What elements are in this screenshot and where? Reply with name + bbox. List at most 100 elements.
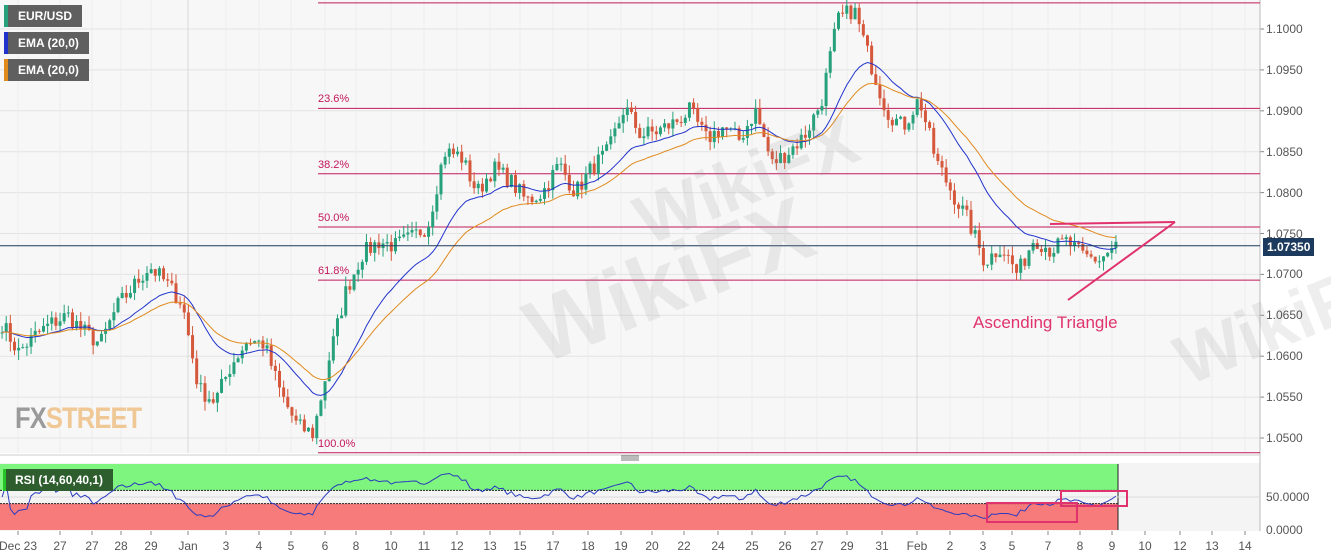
x-tick-label: 26 — [778, 539, 792, 553]
candle-body — [683, 117, 687, 123]
x-tick-label: Jan — [178, 539, 198, 553]
candle-body — [1023, 258, 1027, 266]
candle-body — [4, 323, 8, 333]
candle-body — [576, 181, 580, 197]
candle-body — [244, 343, 248, 351]
rsi-highlight-box — [1060, 490, 1128, 507]
x-tick-label: 17 — [546, 539, 560, 553]
candle-body — [1031, 242, 1035, 251]
candle-body — [435, 194, 439, 212]
candle-body — [236, 358, 240, 363]
candle-body — [1052, 252, 1056, 257]
candle-body — [95, 341, 99, 346]
candle-body — [352, 274, 356, 290]
candle-body — [990, 253, 994, 265]
legend-ema-fast[interactable]: EMA (20,0) — [4, 32, 89, 54]
candle-body — [335, 318, 339, 337]
candle-body — [1019, 258, 1023, 273]
y-tick-label: 1.1000 — [1266, 22, 1303, 36]
candle-body — [294, 415, 298, 421]
candle-body — [936, 153, 940, 162]
candle-body — [658, 127, 662, 135]
candle-body — [414, 229, 418, 231]
candle-body — [451, 148, 455, 155]
candle-body — [522, 184, 526, 197]
candle-body — [621, 114, 625, 124]
candle-body — [104, 328, 108, 334]
candle-body — [472, 181, 476, 189]
candle-body — [994, 253, 998, 258]
candle-body — [120, 293, 124, 299]
candle-body — [961, 205, 965, 209]
candle-body — [957, 204, 961, 209]
candle-body — [99, 333, 103, 342]
candle-body — [286, 396, 290, 408]
candle-body — [857, 7, 861, 25]
legend-ema-slow[interactable]: EMA (20,0) — [4, 59, 89, 81]
rsi-oversold-zone — [0, 503, 1118, 530]
color-swatch — [4, 59, 8, 81]
candle-body — [50, 317, 54, 324]
candle-body — [162, 268, 166, 280]
candle-body — [559, 163, 563, 165]
legend-symbol[interactable]: EUR/USD — [4, 5, 83, 27]
candle-body — [224, 376, 228, 379]
candle-body — [514, 175, 518, 194]
candle-body — [269, 345, 273, 366]
candle-body — [803, 134, 807, 138]
candle-body — [849, 5, 853, 20]
candle-body — [232, 362, 236, 374]
candle-body — [841, 12, 845, 14]
candle-body — [563, 163, 567, 175]
candle-body — [923, 110, 927, 123]
candle-body — [348, 286, 352, 290]
candle-body — [1077, 242, 1081, 245]
candle-body — [282, 387, 286, 397]
legend-ema-fast-label: EMA (20,0) — [18, 36, 79, 50]
candle-body — [141, 280, 145, 283]
candle-body — [555, 163, 559, 170]
x-tick-label: 29 — [144, 539, 158, 553]
candle-body — [377, 242, 381, 249]
candle-body — [605, 144, 609, 151]
candle-body — [41, 325, 45, 332]
candle-body — [609, 136, 613, 145]
candle-body — [306, 427, 310, 432]
y-tick-label: 1.0500 — [1266, 431, 1303, 445]
x-tick-label: Dec 23 — [0, 539, 38, 553]
candle-body — [253, 340, 257, 344]
candle-body — [464, 160, 468, 163]
candle-body — [501, 167, 505, 170]
x-tick-label: 22 — [677, 539, 691, 553]
candle-body — [1010, 255, 1014, 265]
candle-body — [1114, 241, 1118, 249]
fxstreet-logo: FXSTREET — [15, 402, 142, 436]
candle-body — [899, 116, 903, 119]
candle-body — [439, 164, 443, 195]
candle-body — [311, 427, 315, 439]
candle-body — [323, 381, 327, 401]
candle-body — [795, 146, 799, 149]
x-tick-label: 10 — [384, 539, 398, 553]
candle-body — [571, 190, 575, 197]
candle-body — [675, 119, 679, 122]
candle-body — [1089, 254, 1093, 257]
candle-body — [530, 196, 534, 203]
candle-body — [911, 114, 915, 124]
candle-body — [687, 102, 691, 118]
candle-body — [497, 161, 501, 170]
candle-body — [58, 321, 62, 326]
candle-body — [977, 230, 981, 248]
candle-body — [671, 119, 675, 129]
legend-rsi[interactable]: RSI (14,60,40,1) — [3, 469, 114, 491]
candle-body — [1102, 256, 1106, 262]
candle-body — [21, 347, 25, 349]
candle-body — [207, 399, 211, 402]
candle-body — [518, 184, 522, 194]
candle-body — [249, 343, 253, 345]
candle-body — [547, 188, 551, 191]
y-tick-label: 1.0650 — [1266, 308, 1303, 323]
candle-body — [741, 137, 745, 140]
x-tick-label: 27 — [810, 539, 824, 553]
